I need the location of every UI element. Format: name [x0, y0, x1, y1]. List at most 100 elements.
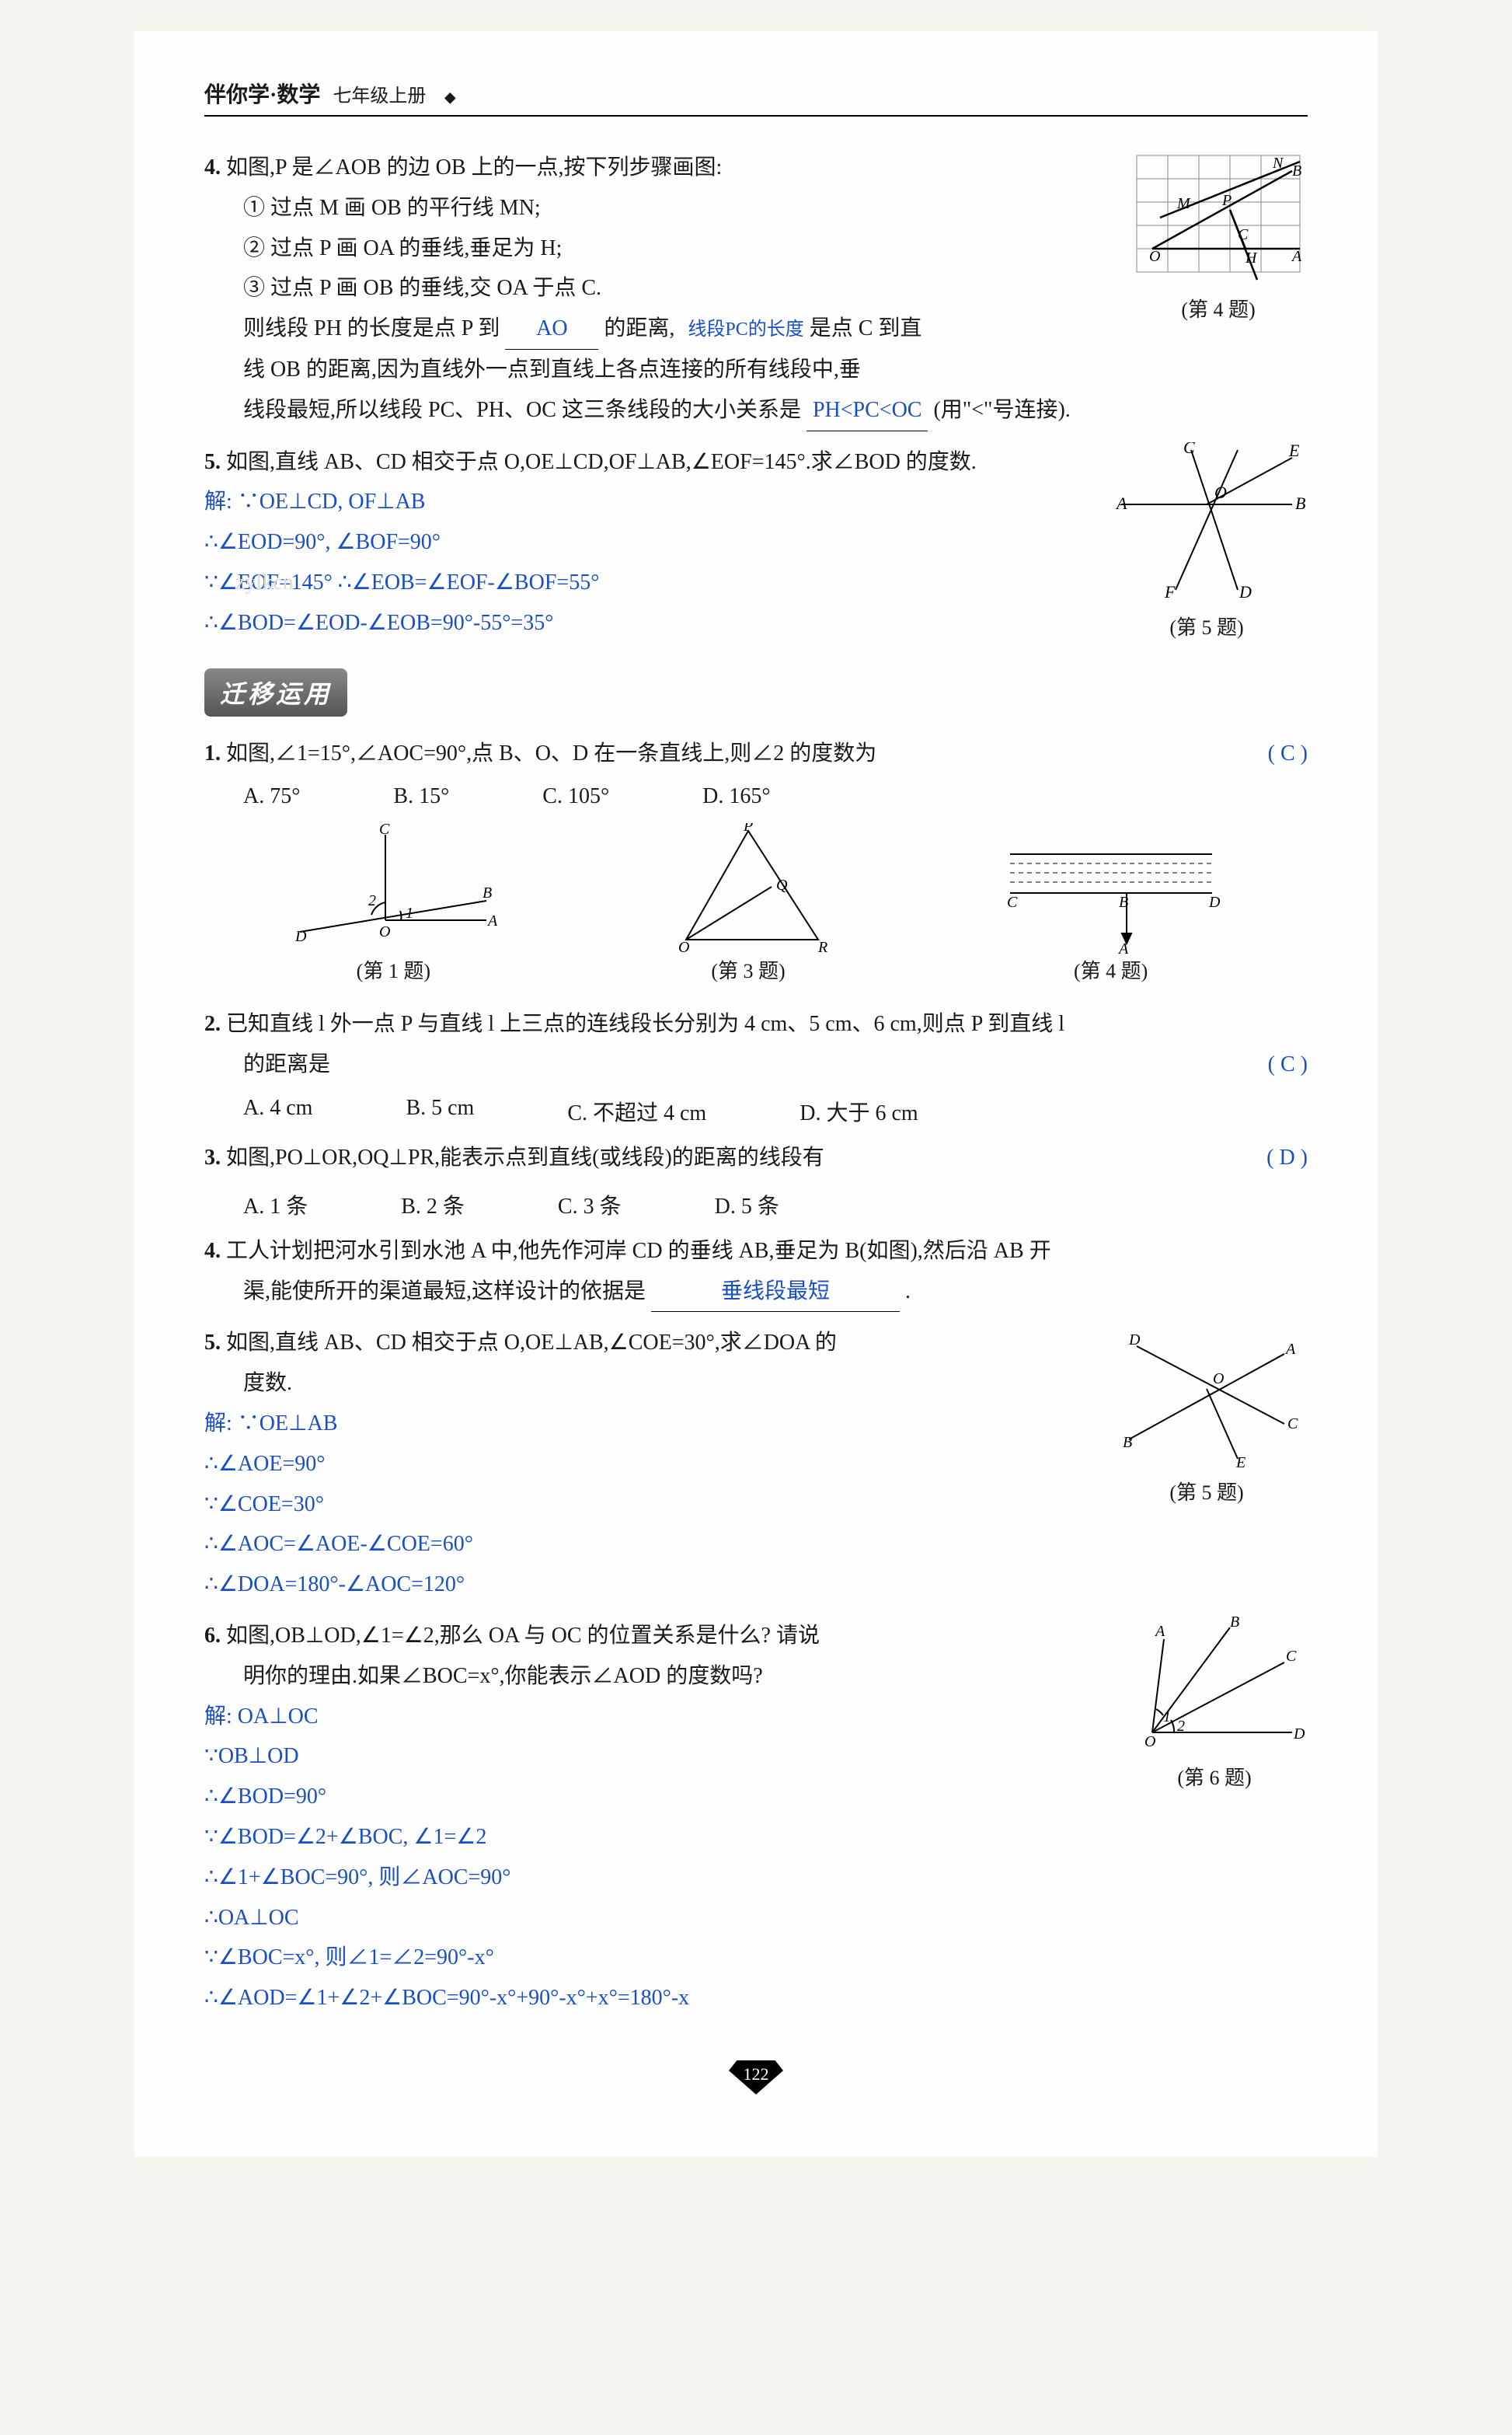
stem: 如图,直线 AB、CD 相交于点 O,OE⊥AB,∠COE=30°,求∠DOA …	[226, 1331, 837, 1355]
stem: 如图,∠1=15°,∠AOC=90°,点 B、O、D 在一条直线上,则∠2 的度…	[226, 741, 876, 766]
l2: ∴∠AOE=90°	[204, 1444, 1308, 1484]
step2: ② 过点 P 画 OA 的垂线,垂足为 H;	[204, 228, 1308, 269]
stem2: 度数.	[204, 1363, 1308, 1404]
pnum: 2.	[204, 1012, 221, 1036]
section-badge: 迁移运用	[204, 668, 347, 717]
figure-q3: OR PQ (第 3 题)	[663, 823, 834, 984]
blank-shortest: 垂线段最短	[651, 1272, 900, 1313]
pnum: 3.	[204, 1146, 221, 1170]
optC: C. 不超过 4 cm	[567, 1096, 706, 1127]
svg-text:A: A	[486, 912, 498, 930]
problem-top5: 5. 如图,直线 AB、CD 相交于点 O,OE⊥CD,OF⊥AB,∠EOF=1…	[204, 442, 1308, 644]
pnum: 5.	[204, 1331, 221, 1355]
l4: ∵∠BOD=∠2+∠BOC, ∠1=∠2	[204, 1817, 1308, 1858]
pnum: 1.	[204, 741, 221, 766]
optC: C. 3 条	[558, 1189, 622, 1220]
options-q3: A. 1 条 B. 2 条 C. 3 条 D. 5 条	[204, 1189, 1308, 1220]
l8: ∴∠AOD=∠1+∠2+∠BOC=90°-x°+90°-x°+x°=180°-x	[204, 1978, 1308, 2018]
optD: D. 165°	[702, 784, 770, 809]
pnum: 5.	[204, 450, 221, 474]
problem-q3: 3. 如图,PO⊥OR,OQ⊥PR,能表示点到直线(或线段)的距离的线段有 ( …	[204, 1138, 1308, 1178]
optA: A. 75°	[243, 784, 300, 809]
svg-text:O: O	[379, 923, 390, 940]
problem-q2: 2. 已知直线 l 外一点 P 与直线 l 上三点的连线段长分别为 4 cm、5…	[204, 1004, 1308, 1085]
line4: 则线段 PH 的长度是点 P 到 AO 的距离, 线段PC的长度 是点 C 到直	[204, 309, 1308, 350]
svg-text:R: R	[817, 939, 827, 955]
l2: ∵OB⊥OD	[204, 1736, 1308, 1777]
blank-ao: AO	[505, 309, 598, 350]
txt: 是点 C 到直	[810, 316, 922, 340]
svg-text:D: D	[294, 928, 307, 945]
svg-text:2: 2	[368, 892, 376, 909]
l1: ∵OE⊥CD, OF⊥AB	[238, 490, 426, 514]
stem: 工人计划把河水引到水池 A 中,他先作河岸 CD 的垂线 AB,垂足为 B(如图…	[226, 1239, 1051, 1263]
stem2: 的距离是	[243, 1045, 330, 1085]
optD: D. 5 条	[715, 1189, 779, 1220]
l4: ∴∠BOD=∠EOD-∠EOB=90°-55°=35°	[204, 603, 1308, 644]
problem-q4: 4. 工人计划把河水引到水池 A 中,他先作河岸 CD 的垂线 AB,垂足为 B…	[204, 1231, 1308, 1313]
pnum: 6.	[204, 1624, 221, 1648]
annotation-pc: 线段PC的长度	[688, 319, 803, 340]
solution-top5: 解: ∵OE⊥CD, OF⊥AB ∴∠EOD=90°, ∠BOF=90° zyl…	[204, 482, 1308, 643]
options-q1: A. 75° B. 15° C. 105° D. 165°	[204, 784, 1308, 809]
stem: 如图,OB⊥OD,∠1=∠2,那么 OA 与 OC 的位置关系是什么? 请说	[226, 1624, 820, 1648]
pnum: 4.	[204, 1239, 221, 1263]
svg-text:B: B	[1119, 894, 1128, 911]
txt: (用"<"号连接).	[933, 398, 1070, 422]
l4: ∴∠AOC=∠AOE-∠COE=60°	[204, 1524, 1308, 1565]
l2: ∴∠EOD=90°, ∠BOF=90°	[204, 522, 1308, 563]
figure-q1: DB AO C1 2 (第 1 题)	[284, 823, 502, 984]
l7: ∵∠BOC=x°, 则∠1=∠2=90°-x°	[204, 1938, 1308, 1978]
l1: ∵OE⊥AB	[238, 1411, 338, 1436]
optC: C. 105°	[542, 784, 609, 809]
answer-c: ( C )	[1268, 1045, 1308, 1085]
blank-relation: PH<PC<OC	[807, 390, 928, 431]
page-num-value: 122	[729, 2060, 783, 2095]
caption: (第 3 题)	[663, 955, 834, 984]
optD: D. 大于 6 cm	[800, 1096, 918, 1127]
figure-row: DB AO C1 2 (第 1 题) OR PQ (第 3 题)	[204, 823, 1308, 984]
svg-text:P: P	[743, 823, 753, 835]
l3: ∵∠COE=30°	[204, 1484, 1308, 1525]
problem-q6: 6. 如图,OB⊥OD,∠1=∠2,那么 OA 与 OC 的位置关系是什么? 请…	[204, 1616, 1308, 2018]
page-number: 122	[204, 2060, 1308, 2095]
line5: 线 OB 的距离,因为直线外一点到直线上各点连接的所有线段中,垂	[204, 350, 1308, 390]
options-q2: A. 4 cm B. 5 cm C. 不超过 4 cm D. 大于 6 cm	[204, 1096, 1308, 1127]
step3: ③ 过点 P 画 OB 的垂线,交 OA 于点 C.	[204, 268, 1308, 309]
optB: B. 5 cm	[406, 1096, 474, 1127]
book-subtitle: 七年级上册	[333, 80, 426, 107]
caption: (第 4 题)	[995, 955, 1228, 984]
stem2: 明你的理由.如果∠BOC=x°,你能表示∠AOD 的度数吗?	[204, 1656, 1308, 1697]
answer-d: ( D )	[1266, 1138, 1308, 1178]
svg-text:C: C	[379, 823, 390, 838]
solution-q5: 解: ∵OE⊥AB ∴∠AOE=90° ∵∠COE=30° ∴∠AOC=∠AOE…	[204, 1404, 1308, 1605]
solution-q6: 解: OA⊥OC ∵OB⊥OD ∴∠BOD=90° ∵∠BOD=∠2+∠BOC,…	[204, 1697, 1308, 2018]
figure-q4: C D B A (第 4 题)	[995, 823, 1228, 984]
l6: ∴OA⊥OC	[204, 1898, 1308, 1938]
problem-top4: 4. 如图,P 是∠AOB 的边 OB 上的一点,按下列步骤画图: ① 过点 M…	[204, 148, 1308, 431]
problem-q1: 1. 如图,∠1=15°,∠AOC=90°,点 B、O、D 在一条直线上,则∠2…	[204, 734, 1308, 774]
l1: OA⊥OC	[238, 1704, 319, 1729]
optA: A. 4 cm	[243, 1096, 312, 1127]
l5: ∴∠DOA=180°-∠AOC=120°	[204, 1565, 1308, 1605]
sol-label: 解:	[204, 1411, 232, 1436]
optB: B. 15°	[393, 784, 449, 809]
optA: A. 1 条	[243, 1189, 308, 1220]
svg-text:O: O	[678, 939, 689, 955]
step1: ① 过点 M 画 OB 的平行线 MN;	[204, 188, 1308, 228]
stem2b: .	[905, 1279, 911, 1303]
svg-text:D: D	[1208, 894, 1221, 911]
svg-text:B: B	[483, 884, 492, 902]
svg-text:A: A	[1117, 940, 1129, 955]
stem: 已知直线 l 外一点 P 与直线 l 上三点的连线段长分别为 4 cm、5 cm…	[226, 1012, 1064, 1036]
l5: ∴∠1+∠BOC=90°, 则∠AOC=90°	[204, 1858, 1308, 1898]
book-title: 伴你学·数学	[204, 78, 320, 109]
sol-label: 解:	[204, 490, 232, 514]
l3: ∴∠BOD=90°	[204, 1777, 1308, 1817]
sol-label: 解:	[204, 1704, 232, 1729]
stem: 如图,PO⊥OR,OQ⊥PR,能表示点到直线(或线段)的距离的线段有	[226, 1146, 824, 1170]
pnum: 4.	[204, 155, 221, 180]
svg-text:1: 1	[406, 905, 413, 922]
svg-text:C: C	[1007, 894, 1018, 911]
page-header: 伴你学·数学 七年级上册	[204, 78, 1308, 117]
